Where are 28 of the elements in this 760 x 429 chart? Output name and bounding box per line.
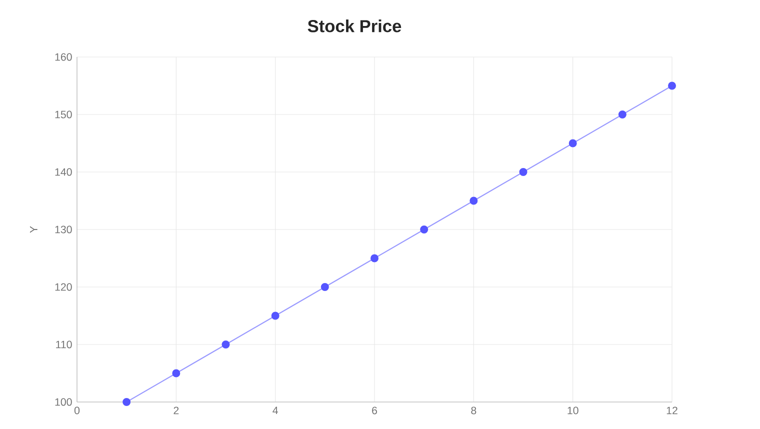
point (420, 226, 428, 234)
y-tick-label: 140 (55, 168, 72, 176)
x-tick-label: 2 (174, 406, 179, 414)
point (668, 82, 676, 90)
point (271, 312, 280, 320)
y-tick-label: 160 (55, 53, 72, 61)
point (568, 139, 577, 148)
x-tick-label: 6 (372, 406, 377, 414)
point (470, 196, 478, 205)
point (618, 110, 626, 119)
x-tick-label: 12 (666, 406, 678, 414)
y-tick-label: 120 (55, 283, 72, 291)
x-tick-label: 10 (568, 406, 578, 414)
y-tick-label: 150 (55, 110, 72, 118)
point (172, 369, 180, 378)
point (222, 340, 230, 349)
y-axis-title: Y (30, 226, 38, 233)
x-tick-label: 0 (74, 406, 80, 414)
chart-title: Stock Price (308, 20, 402, 32)
y-tick-label: 100 (55, 398, 72, 406)
x-tick-label: 4 (272, 406, 278, 414)
point (519, 168, 528, 176)
point (122, 398, 131, 406)
point (320, 283, 329, 292)
x-tick-label: 8 (471, 406, 476, 414)
y-tick-label: 130 (55, 226, 72, 234)
point (370, 254, 379, 262)
y-tick-label: 110 (56, 340, 72, 348)
